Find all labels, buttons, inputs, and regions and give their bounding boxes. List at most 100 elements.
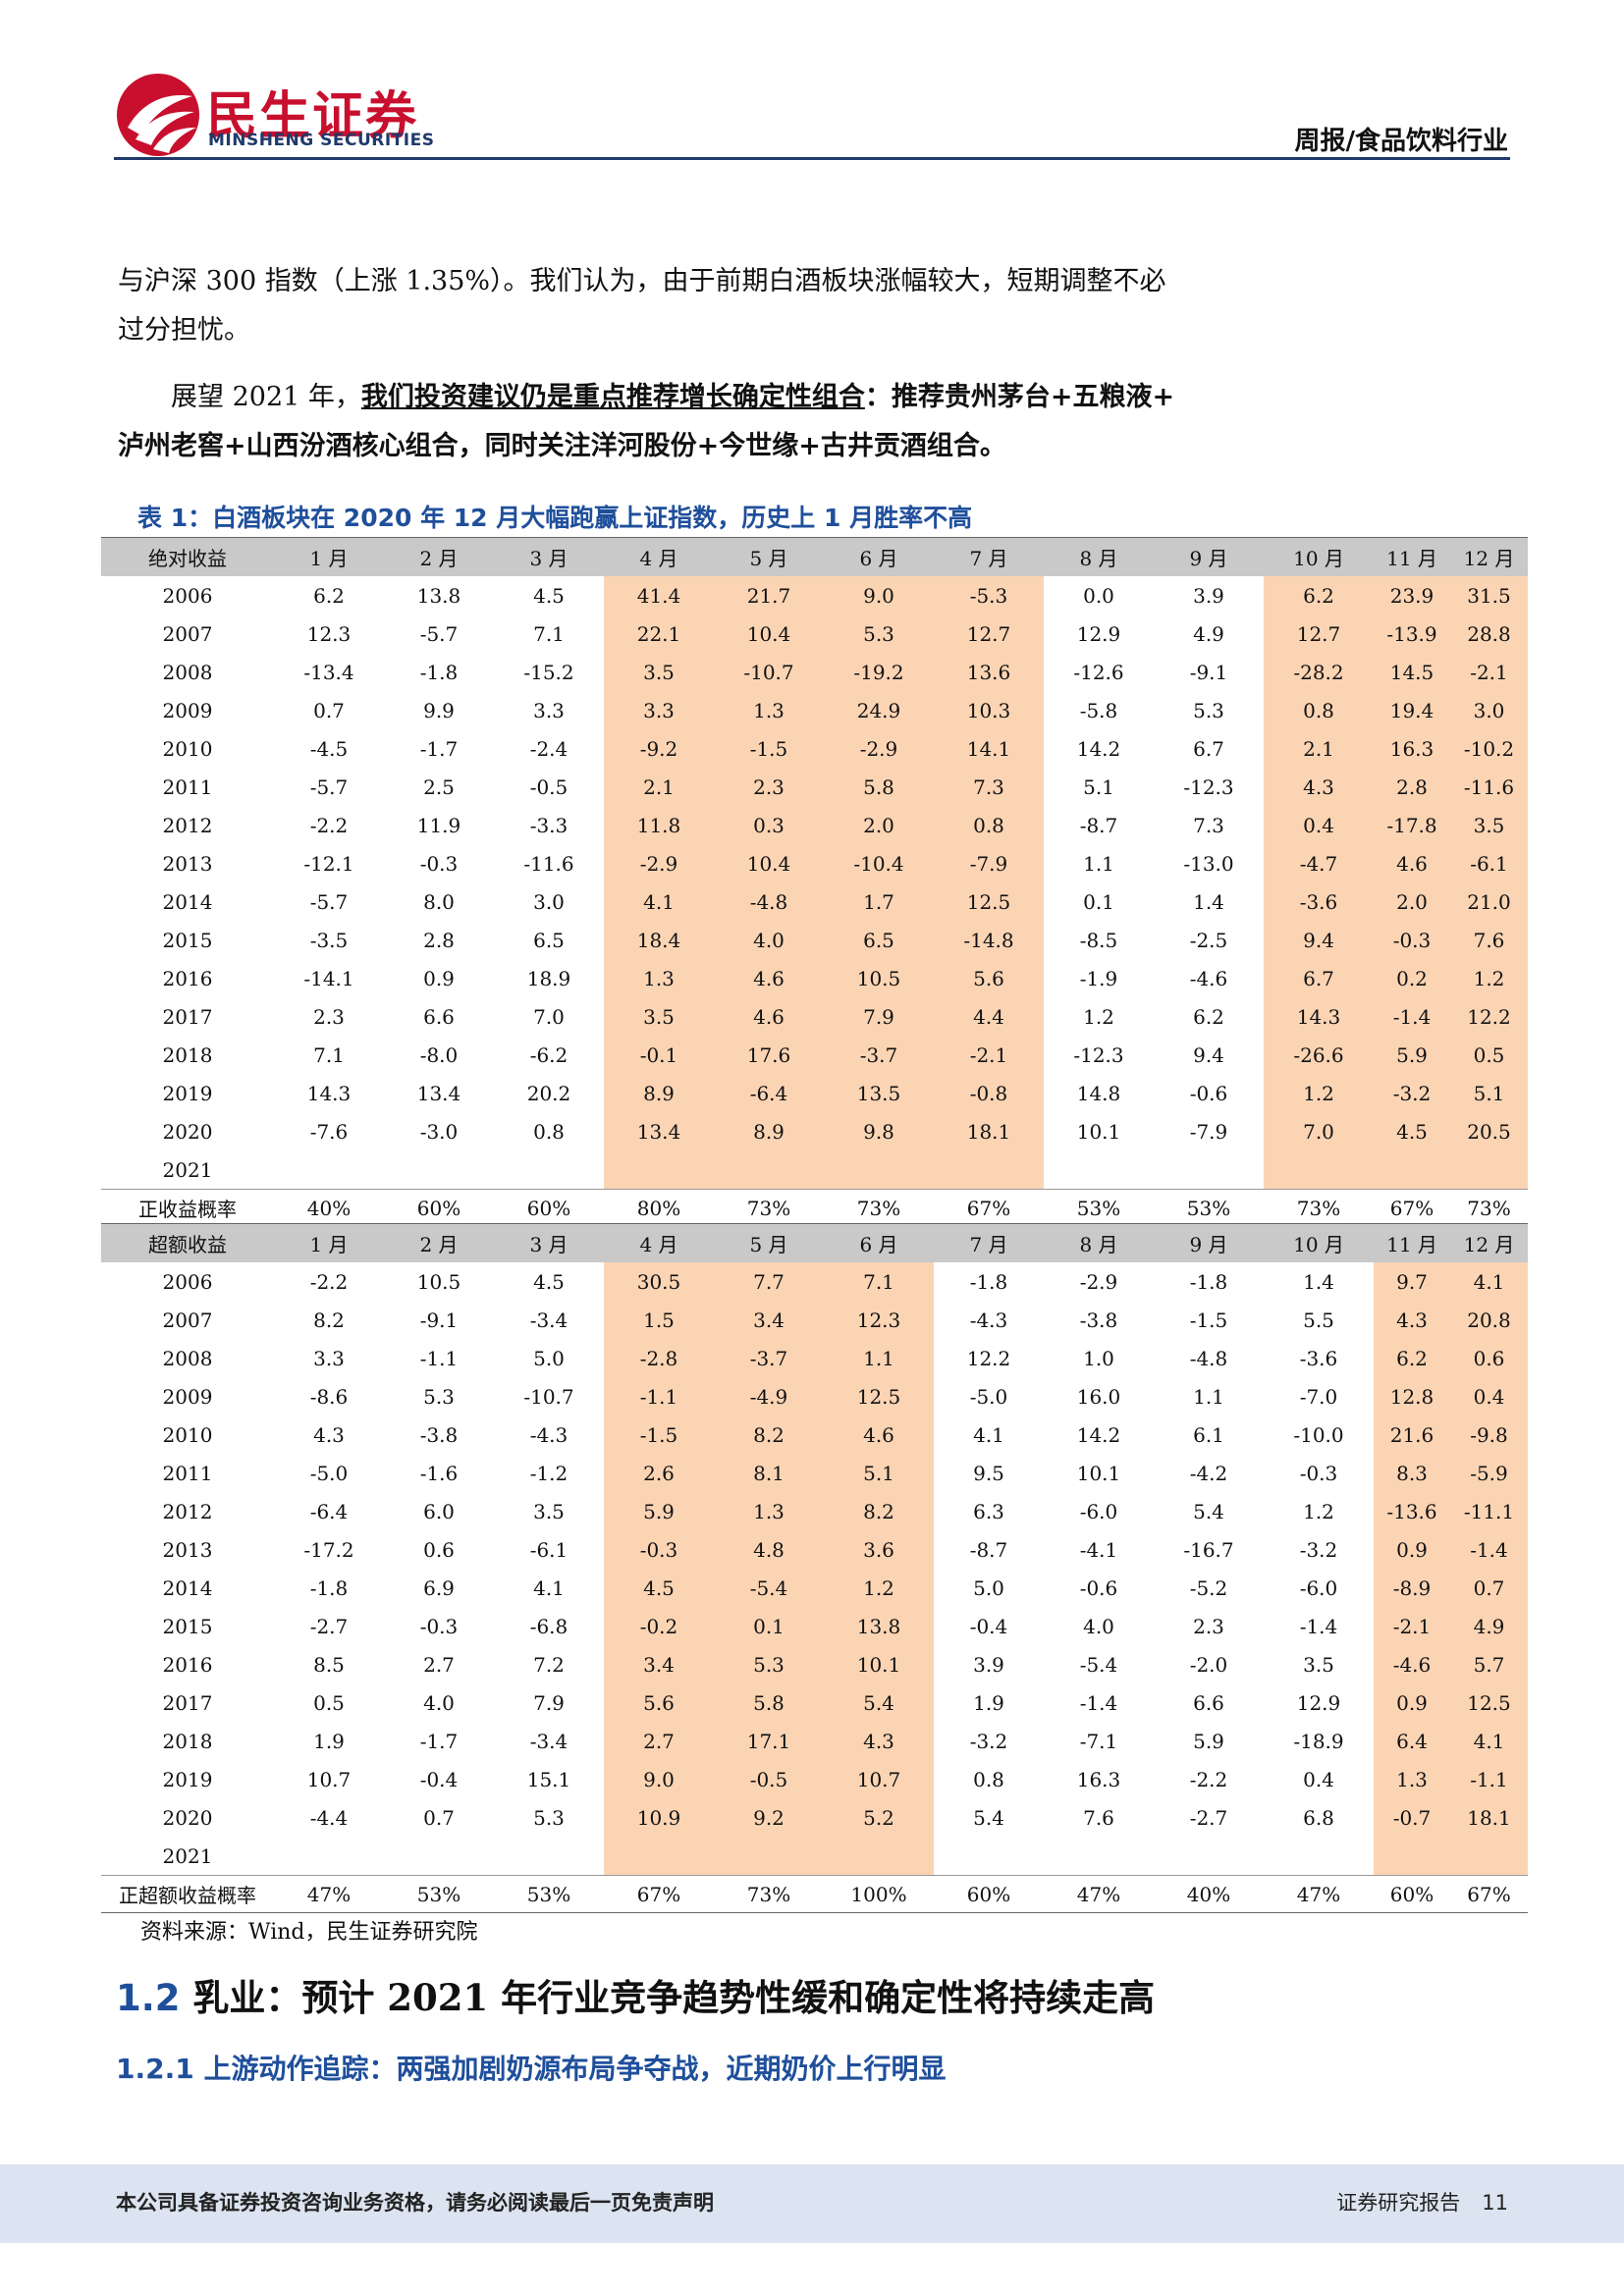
value-cell: -4.3	[529, 1422, 568, 1447]
value-cell: 10.9	[604, 1798, 714, 1837]
value-cell: -3.3	[529, 813, 568, 837]
value-cell: 4.4	[934, 997, 1044, 1036]
probability-cell: 67%	[1374, 1189, 1450, 1227]
value-cell: 5.4	[973, 1805, 1004, 1830]
value-cell: 14.3	[306, 1081, 352, 1105]
month-header: 7 月	[934, 1223, 1044, 1262]
value-cell: 12.9	[1076, 621, 1121, 646]
value-cell: 3.4	[604, 1645, 714, 1683]
value-cell: 7.1	[313, 1042, 345, 1067]
subsection-number: 1.2.1	[116, 2053, 194, 2085]
value-cell: 1.2	[1083, 1004, 1114, 1029]
value-cell: -5.4	[714, 1569, 824, 1607]
value-cell: 0.2	[1374, 959, 1450, 997]
value-cell: -1.5	[604, 1415, 714, 1454]
value-cell: 7.1	[824, 1262, 934, 1301]
value-cell: 1.3	[714, 691, 824, 729]
value-cell: -2.2	[309, 1269, 349, 1294]
probability-cell: 60%	[934, 1875, 1044, 1913]
page-header: 民生证券 MINSHENG SECURITIES 周报/食品饮料行业	[0, 0, 1624, 167]
year-cell: 2009	[162, 1384, 213, 1409]
value-cell: -4.9	[714, 1377, 824, 1415]
value-cell: 5.3	[714, 1645, 824, 1683]
paragraph-2-key-point: 我们投资建议仍是重点推荐增长确定性组合	[360, 382, 865, 412]
value-cell: -4.1	[1079, 1537, 1118, 1562]
value-cell: -0.5	[529, 774, 568, 799]
value-cell: 2.6	[604, 1454, 714, 1492]
year-cell: 2014	[162, 889, 213, 914]
value-cell: 11.9	[416, 813, 461, 837]
paragraph-2: 展望 2021 年，我们投资建议仍是重点推荐增长确定性组合：推荐贵州茅台+五粮液…	[118, 373, 1237, 471]
value-cell: 4.5	[533, 1269, 565, 1294]
year-cell: 2012	[162, 813, 213, 837]
value-cell: 0.3	[714, 806, 824, 844]
value-cell: 1.2	[824, 1569, 934, 1607]
probability-cell: 47%	[1264, 1875, 1374, 1913]
value-cell: -11.6	[1450, 768, 1528, 806]
value-cell	[1264, 1150, 1374, 1190]
value-cell: 14.2	[1076, 736, 1121, 761]
value-cell	[824, 1837, 934, 1876]
probability-cell: 53%	[494, 1875, 604, 1913]
value-cell: 6.2	[1264, 576, 1374, 614]
value-cell: -9.2	[604, 729, 714, 768]
value-cell: 19.4	[1374, 691, 1450, 729]
probability-cell: 60%	[494, 1189, 604, 1227]
subsection-heading-1-2-1: 1.2.1 上游动作追踪：两强加剧奶源布局争夺战，近期奶价上行明显	[116, 2048, 947, 2087]
value-cell: 1.2	[1264, 1074, 1374, 1112]
value-cell: 3.0	[1450, 691, 1528, 729]
value-cell: 6.4	[1374, 1722, 1450, 1760]
probability-cell: 67%	[934, 1189, 1044, 1227]
value-cell: 0.4	[1450, 1377, 1528, 1415]
value-cell: -1.6	[419, 1461, 459, 1485]
value-cell: -2.1	[1450, 653, 1528, 691]
value-cell: 7.0	[1264, 1112, 1374, 1150]
table-row: 2015 -2.7 -0.3 -6.8 -0.2 0.1 13.8 -0.4 4.0 2.3 -1.…	[101, 1607, 1528, 1645]
value-cell: 1.3	[604, 959, 714, 997]
value-cell: -0.5	[714, 1760, 824, 1798]
year-cell: 2016	[162, 1652, 213, 1677]
value-cell: -13.4	[303, 660, 354, 684]
value-cell: -2.7	[1189, 1805, 1228, 1830]
value-cell: 2.8	[423, 928, 455, 952]
value-cell: -3.8	[1079, 1308, 1118, 1332]
value-cell: -0.4	[419, 1767, 459, 1791]
year-cell: 2012	[162, 1499, 213, 1523]
value-cell: -8.6	[309, 1384, 349, 1409]
table-row: 2012 -2.2 11.9 -3.3 11.8 0.3 2.0 0.8 -8.7 7.3 0.4-…	[101, 806, 1528, 844]
value-cell: -4.5	[309, 736, 349, 761]
value-cell: 7.2	[533, 1652, 565, 1677]
value-cell: 6.0	[423, 1499, 455, 1523]
month-header: 10 月	[1264, 1223, 1374, 1262]
value-cell: -10.2	[1450, 729, 1528, 768]
value-cell: 20.5	[1450, 1112, 1528, 1150]
year-cell: 2015	[162, 928, 213, 952]
value-cell: -5.0	[969, 1384, 1008, 1409]
value-cell: -6.1	[1450, 844, 1528, 882]
value-cell: -9.8	[1450, 1415, 1528, 1454]
year-cell: 2014	[162, 1575, 213, 1600]
value-cell: 0.1	[714, 1607, 824, 1645]
value-cell: -2.1	[934, 1036, 1044, 1074]
value-cell: 3.5	[604, 997, 714, 1036]
value-cell: 1.4	[1193, 889, 1224, 914]
value-cell: -1.8	[969, 1269, 1008, 1294]
value-cell: -4.8	[1189, 1346, 1228, 1370]
year-cell: 2011	[162, 1461, 213, 1485]
value-cell	[934, 1837, 1044, 1876]
value-cell: -3.7	[714, 1339, 824, 1377]
value-cell: 4.5	[533, 583, 565, 608]
value-cell: 5.1	[1083, 774, 1114, 799]
month-header: 7 月	[934, 537, 1044, 576]
table-row: 2019 10.7 -0.4 15.1 9.0 -0.5 10.7 0.8 16.3 -2.2 0.…	[101, 1760, 1528, 1798]
logo-text-en: MINSHENG SECURITIES	[208, 131, 435, 150]
value-cell: 8.2	[714, 1415, 824, 1454]
value-cell: 17.1	[714, 1722, 824, 1760]
value-cell: -1.2	[529, 1461, 568, 1485]
value-cell: 4.0	[423, 1690, 455, 1715]
value-cell: -8.7	[969, 1537, 1008, 1562]
year-cell: 2016	[162, 966, 213, 990]
value-cell: -1.5	[714, 729, 824, 768]
value-cell	[714, 1150, 824, 1190]
